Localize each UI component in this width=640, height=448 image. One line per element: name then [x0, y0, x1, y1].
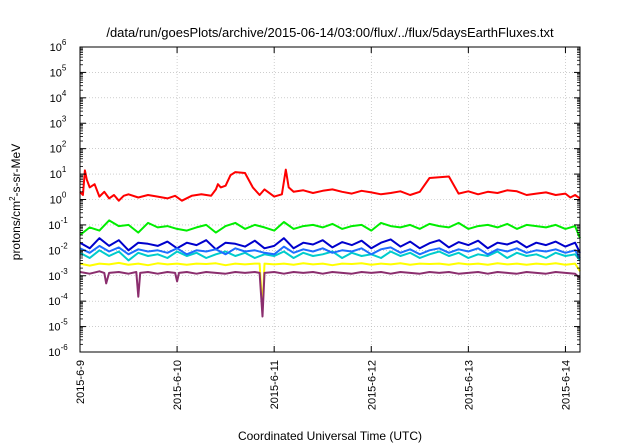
y-tick-label: 10-6 [48, 343, 68, 359]
y-tick-base: 10 [50, 169, 62, 181]
chart-title: /data/run/goesPlots/archive/2015-06-14/0… [106, 25, 554, 40]
y-tick-exponent: 0 [62, 191, 67, 200]
x-tick-label: 2015-6-10 [172, 360, 184, 410]
y-tick-label: 106 [50, 38, 67, 54]
y-tick-label: 104 [50, 89, 67, 105]
y-axis-label: protons/cm2-s-sr-MeV [8, 144, 23, 260]
y-tick-base: 10 [48, 347, 60, 359]
y-tick-label: 10-2 [48, 241, 68, 257]
grid-lines [79, 46, 580, 353]
y-tick-exponent: -3 [61, 267, 69, 276]
y-tick-base: 10 [50, 144, 62, 156]
y-tick-exponent: 3 [62, 114, 67, 123]
series-line-5 [79, 244, 581, 259]
y-tick-exponent: -4 [61, 292, 69, 301]
x-tick-label: 2015-6-9 [75, 360, 87, 404]
y-tick-exponent: 2 [62, 140, 67, 149]
y-tick-exponent: -6 [61, 343, 69, 352]
x-tick-label: 2015-6-11 [269, 360, 281, 409]
y-tick-base: 10 [50, 42, 62, 54]
y-tick-exponent: 4 [62, 89, 67, 98]
y-tick-base: 10 [50, 67, 62, 79]
series-group [79, 168, 581, 318]
series-line-3 [79, 249, 581, 262]
series-line-7 [79, 270, 581, 318]
y-axis-label-suffix: -s-sr-MeV [9, 144, 23, 197]
y-tick-base: 10 [48, 296, 60, 308]
tick-marks [79, 46, 580, 353]
series-line-1 [79, 168, 581, 202]
y-tick-label: 101 [50, 165, 67, 181]
y-tick-base: 10 [50, 93, 62, 105]
y-tick-exponent: 5 [62, 63, 67, 72]
y-tick-labels: 10-610-510-410-310-210-11001011021031041… [48, 38, 68, 359]
y-tick-label: 10-3 [48, 267, 68, 283]
y-tick-exponent: -5 [61, 318, 69, 327]
x-tick-label: 2015-6-12 [366, 360, 378, 410]
y-tick-base: 10 [48, 271, 60, 283]
y-tick-label: 105 [50, 63, 67, 79]
series-line-4 [79, 237, 581, 254]
y-tick-label: 100 [50, 191, 67, 207]
x-tick-label: 2015-6-13 [463, 360, 475, 410]
y-axis-label-sup: 2 [8, 196, 17, 201]
x-tick-label: 2015-6-14 [560, 360, 572, 410]
y-tick-exponent: 1 [62, 165, 67, 174]
series-line-2 [79, 219, 581, 239]
y-tick-label: 10-1 [48, 216, 68, 232]
x-tick-labels: 2015-6-9 2015-6-10 2015-6-11 2015-6-12 2015-… [75, 360, 572, 410]
y-tick-base: 10 [48, 220, 60, 232]
y-axis-label-prefix: protons/cm [9, 201, 23, 260]
y-tick-exponent: -1 [61, 216, 69, 225]
x-axis-label: Coordinated Universal Time (UTC) [238, 429, 422, 443]
y-tick-label: 102 [50, 140, 67, 156]
y-tick-base: 10 [48, 245, 60, 257]
y-tick-label: 103 [50, 114, 67, 130]
y-tick-base: 10 [48, 322, 60, 334]
y-tick-base: 10 [50, 118, 62, 130]
series-line-6 [79, 261, 581, 310]
y-tick-label: 10-5 [48, 318, 68, 334]
y-tick-exponent: -2 [61, 241, 69, 250]
y-tick-base: 10 [50, 195, 62, 207]
y-tick-label: 10-4 [48, 292, 68, 308]
y-tick-exponent: 6 [62, 38, 67, 47]
